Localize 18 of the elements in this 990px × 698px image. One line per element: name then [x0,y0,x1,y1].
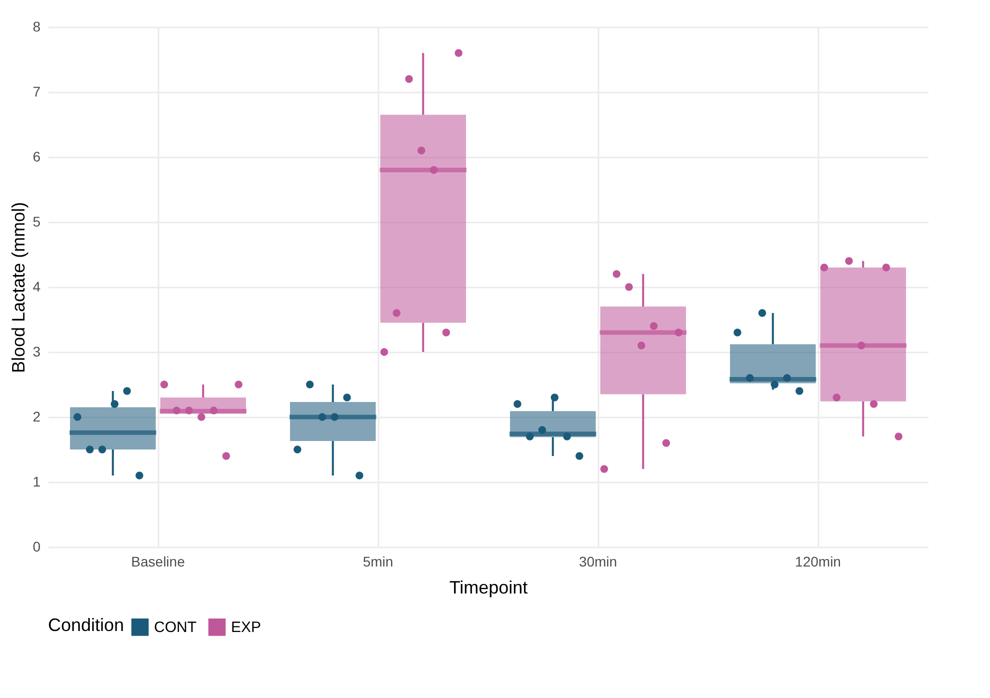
legend-label: CONT [154,619,196,636]
y-tick-label: 2 [32,408,41,424]
legend-label: EXP [231,619,262,636]
y-tick-label: 3 [32,344,41,360]
x-tick-label: 5min [362,554,394,570]
y-axis-title: Blood Lactate (mmol) [8,202,29,374]
y-tick-label: 6 [32,148,41,164]
y-tick-label: 5 [32,214,41,230]
x-axis-title: Timepoint [449,578,528,598]
y-tick-label: 1 [32,474,41,490]
x-tick-label: 120min [795,554,841,570]
y-tick-label: 7 [32,84,41,100]
y-tick-label: 0 [32,538,41,554]
x-tick-label: Baseline [131,554,186,570]
legend-title: Condition [48,615,124,635]
y-tick-label: 8 [32,18,41,34]
x-tick-label: 30min [578,554,618,570]
y-tick-label: 4 [32,278,41,294]
